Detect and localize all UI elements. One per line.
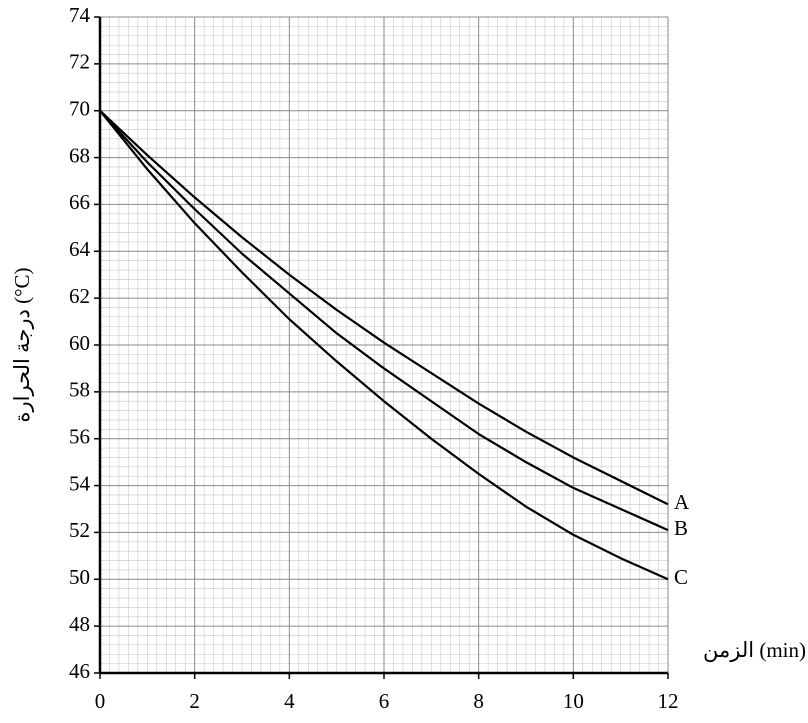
x-tick-label: 6 <box>379 689 390 713</box>
x-tick-label: 10 <box>563 689 584 713</box>
y-tick-label: 62 <box>69 284 90 308</box>
y-tick-label: 66 <box>69 190 90 214</box>
y-tick-label: 50 <box>69 565 90 589</box>
y-tick-label: 72 <box>69 50 90 74</box>
y-tick-label: 48 <box>69 612 90 636</box>
y-tick-label: 54 <box>69 471 91 495</box>
x-tick-label: 4 <box>284 689 295 713</box>
y-tick-label: 56 <box>69 425 90 449</box>
line <box>99 109 669 506</box>
x-axis-label: الزمن (min) <box>703 638 806 663</box>
y-tick-label: 68 <box>69 143 90 167</box>
x-tick-label: 2 <box>189 689 200 713</box>
y-tick-label: 70 <box>69 97 90 121</box>
x-tick-label: 0 <box>95 689 106 713</box>
y-tick-label: 46 <box>69 659 90 683</box>
y-tick-label: 60 <box>69 331 90 355</box>
line <box>99 110 669 581</box>
x-tick-label: 8 <box>473 689 484 713</box>
series-label: C <box>674 565 688 589</box>
line <box>99 109 669 532</box>
y-tick-label: 64 <box>69 237 91 261</box>
x-tick-label: 12 <box>658 689 679 713</box>
series-label: B <box>674 516 688 540</box>
y-tick-label: 58 <box>69 378 90 402</box>
series-label: A <box>674 490 690 514</box>
y-axis-label: درجة الحرارة (°C) <box>10 268 35 423</box>
y-tick-label: 52 <box>69 518 90 542</box>
y-tick-label: 74 <box>69 3 91 27</box>
